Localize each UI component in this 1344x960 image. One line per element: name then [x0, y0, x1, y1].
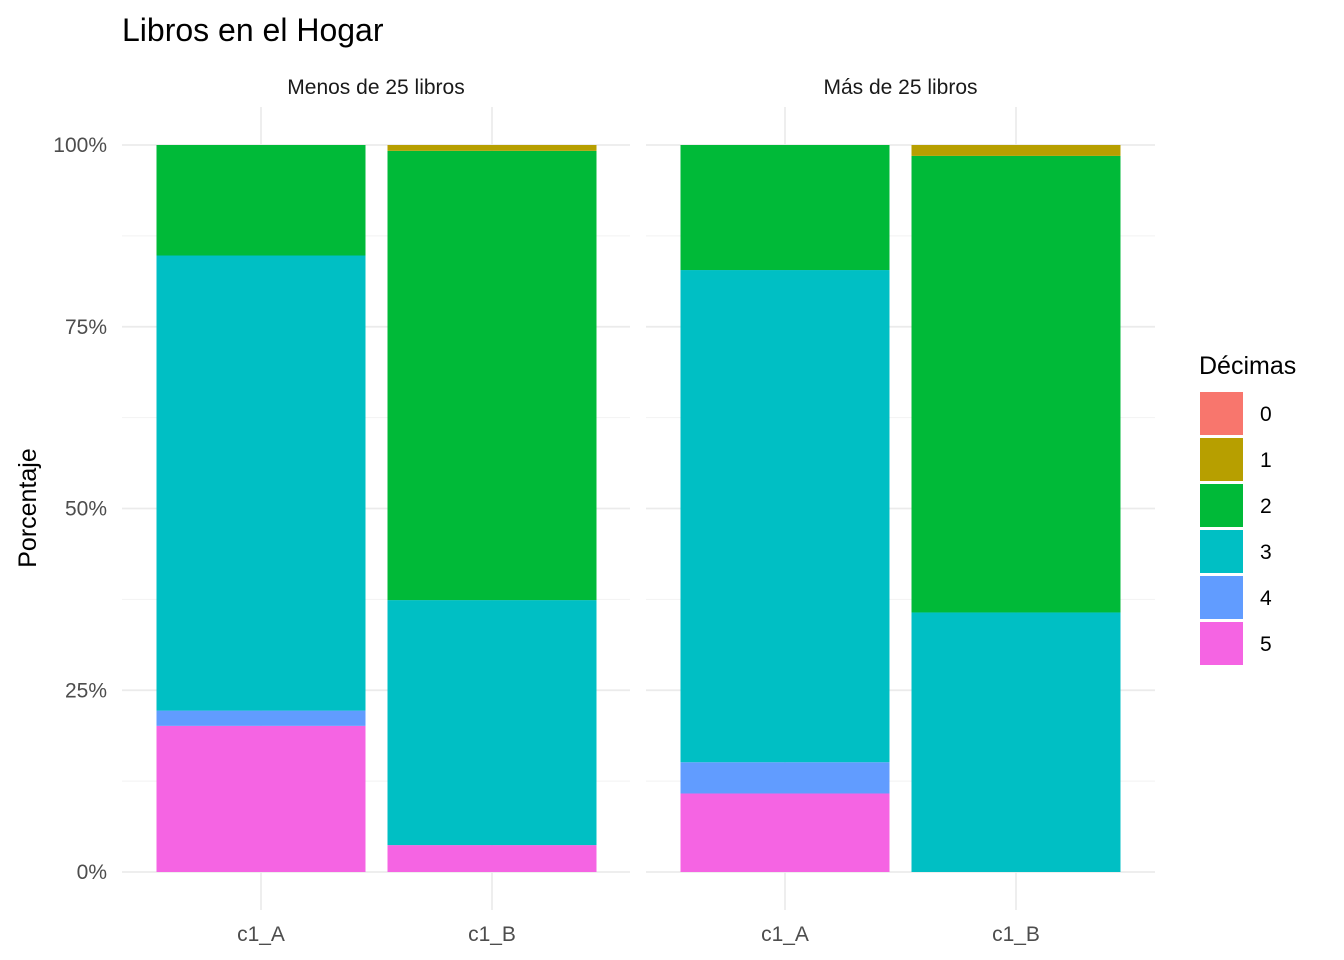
legend-key-swatch [1200, 622, 1243, 665]
bar-segment-1 [387, 145, 597, 151]
bar-segment-2 [680, 145, 890, 271]
bar-segment-3 [387, 600, 597, 846]
y-axis: 0% 25% 50% 75% 100% [53, 134, 107, 884]
bar-segment-5 [387, 845, 597, 872]
legend-key-swatch [1200, 576, 1243, 619]
y-tick-label: 0% [77, 861, 107, 884]
legend-key-label: 1 [1260, 449, 1272, 472]
bar-segment-3 [911, 612, 1121, 872]
legend-key-swatch [1200, 438, 1243, 481]
y-axis-title: Porcentaje [14, 448, 42, 568]
legend-item: 4 [1200, 576, 1272, 619]
y-tick-label: 25% [65, 679, 107, 702]
legend-key-swatch [1200, 484, 1243, 527]
bar-segment-1 [911, 145, 1121, 156]
legend-item: 5 [1200, 622, 1272, 665]
panels: c1_A c1_B Menos de 25 libros c1_A c1_B Más de… [122, 76, 1155, 946]
legend-item: 0 [1200, 392, 1272, 435]
legend-key-label: 2 [1260, 495, 1272, 518]
bar-segment-3 [680, 270, 890, 763]
x-tick-label: c1_A [761, 923, 809, 946]
facet-strip-label: Menos de 25 libros [287, 76, 464, 99]
legend-key-label: 5 [1260, 633, 1272, 656]
bar-segment-4 [680, 762, 890, 794]
legend-title: Décimas [1199, 352, 1296, 380]
y-tick-label: 50% [65, 498, 107, 521]
facet-strip-label: Más de 25 libros [823, 76, 977, 99]
legend-key-swatch [1200, 392, 1243, 435]
y-tick-label: 100% [53, 134, 107, 157]
legend-key-label: 0 [1260, 403, 1272, 426]
x-tick-label: c1_A [237, 923, 285, 946]
legend-key-swatch [1200, 530, 1243, 573]
bar-segment-5 [680, 793, 890, 872]
bar-segment-2 [156, 145, 366, 256]
bar-segment-4 [156, 710, 366, 726]
legend: Décimas 0 1 2 3 4 5 [1199, 352, 1296, 665]
legend-key-label: 4 [1260, 587, 1272, 610]
bar-segment-5 [156, 725, 366, 872]
legend-item: 1 [1200, 438, 1272, 481]
legend-key-label: 3 [1260, 541, 1272, 564]
y-tick-label: 75% [65, 316, 107, 339]
bar-segment-2 [387, 150, 597, 601]
chart-title: Libros en el Hogar [122, 12, 384, 48]
bar-segment-2 [911, 155, 1121, 613]
x-tick-label: c1_B [992, 923, 1040, 946]
legend-item: 2 [1200, 484, 1272, 527]
facet-panel: c1_A c1_B Menos de 25 libros [122, 76, 630, 946]
facet-panel: c1_A c1_B Más de 25 libros [646, 76, 1155, 946]
legend-item: 3 [1200, 530, 1272, 573]
x-tick-label: c1_B [468, 923, 516, 946]
bar-segment-3 [156, 255, 366, 711]
